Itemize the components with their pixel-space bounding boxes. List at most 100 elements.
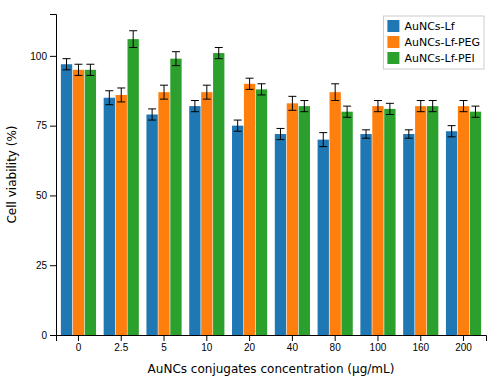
x-axis-title: AuNCs conjugates concentration (μg/mL) <box>148 362 395 376</box>
bar <box>201 92 212 335</box>
error-bar <box>288 96 296 110</box>
error-bar <box>203 85 211 99</box>
error-bar <box>191 101 199 112</box>
tick-label: 20 <box>244 342 256 353</box>
bar <box>232 126 243 335</box>
error-bar <box>215 47 223 58</box>
tick-mark <box>50 56 56 57</box>
tick: 200 <box>455 335 472 353</box>
tick-mark <box>50 265 56 266</box>
bar <box>85 70 96 335</box>
series <box>85 31 481 335</box>
tick-mark <box>463 335 464 341</box>
error-bar <box>148 109 156 120</box>
tick-label: 75 <box>36 120 48 131</box>
error-bar <box>471 106 479 117</box>
tick: 100 <box>370 335 387 353</box>
bar <box>470 112 481 335</box>
marks <box>61 31 481 335</box>
bar <box>128 39 139 335</box>
tick-mark <box>335 335 336 341</box>
tick-label: 80 <box>330 342 342 353</box>
tick-label: 40 <box>287 342 299 353</box>
tick-label: 50 <box>36 190 48 201</box>
tick: 0 <box>76 335 82 353</box>
error-bar <box>362 130 370 138</box>
bar <box>384 109 395 335</box>
error-bar <box>74 64 82 75</box>
tick: 75 <box>36 120 56 131</box>
bar <box>458 106 469 335</box>
legend-label: AuNCs-Lf-PEG <box>404 36 480 49</box>
error-bar <box>374 101 382 112</box>
bar <box>213 53 224 335</box>
legend: AuNCs-Lf AuNCs-Lf-PEG AuNCs-Lf-PEI <box>383 16 484 69</box>
error-bar <box>172 52 180 66</box>
error-bar <box>331 84 339 101</box>
bar <box>275 134 286 335</box>
error-bar <box>386 103 394 114</box>
error-bar <box>343 106 351 117</box>
tick: 0 <box>41 330 56 341</box>
error-bars <box>86 31 479 118</box>
tick-mark <box>50 195 56 196</box>
tick: 50 <box>36 190 56 201</box>
bar <box>158 92 169 335</box>
legend-item: AuNCs-Lf-PEI <box>387 52 474 65</box>
tick-label: 2.5 <box>114 342 128 353</box>
tick: 10 <box>201 335 213 353</box>
error-bar <box>319 133 327 147</box>
bar <box>330 92 341 335</box>
bar <box>287 103 298 335</box>
error-bar <box>417 101 425 112</box>
error-bar <box>246 78 254 89</box>
tick-mark <box>50 335 56 336</box>
bar <box>170 59 181 335</box>
tick-label: 10 <box>201 342 213 353</box>
tick: 40 <box>287 335 299 353</box>
tick-label: 25 <box>36 260 48 271</box>
bar <box>256 89 267 335</box>
x-axis: 0 2.5 5 10 20 40 80 100 160 200 <box>57 335 487 353</box>
bar <box>318 140 329 335</box>
legend-swatch <box>387 52 399 64</box>
bar <box>189 106 200 335</box>
tick: 25 <box>36 260 56 271</box>
tick-label: 0 <box>76 342 82 353</box>
tick-mark <box>206 335 207 341</box>
error-bar <box>258 84 266 95</box>
legend-item: AuNCs-Lf <box>387 20 455 33</box>
bar <box>73 70 84 335</box>
error-bar <box>160 85 168 99</box>
bar <box>446 131 457 335</box>
error-bar <box>429 101 437 112</box>
legend-label: AuNCs-Lf-PEI <box>404 52 474 65</box>
bar <box>116 95 127 335</box>
tick: 5 <box>161 335 167 353</box>
tick: 2.5 <box>114 335 128 353</box>
error-bar <box>86 64 94 75</box>
tick: 160 <box>412 335 429 353</box>
error-bar <box>448 126 456 137</box>
bar <box>244 84 255 335</box>
bar <box>299 106 310 335</box>
bar <box>61 64 72 335</box>
error-bar <box>234 120 242 131</box>
error-bar <box>405 130 413 138</box>
tick-label: 160 <box>412 342 429 353</box>
legend-item: AuNCs-Lf-PEG <box>387 36 480 49</box>
error-bar <box>105 91 113 105</box>
bar <box>403 134 414 335</box>
error-bar <box>129 31 137 48</box>
tick-mark <box>164 335 165 341</box>
tick-label: 100 <box>30 51 47 62</box>
error-bar <box>300 101 308 112</box>
tick-mark <box>50 126 56 127</box>
legend-label: AuNCs-Lf <box>404 20 455 33</box>
error-bar <box>276 128 284 139</box>
bar <box>372 106 383 335</box>
y-axis: 0 25 50 75 100 <box>30 15 56 341</box>
tick-label: 5 <box>161 342 167 353</box>
legend-box <box>383 16 484 69</box>
plot: 0 2.5 5 10 20 40 80 100 160 200 0 25 50 75 100 AuNCs-Lf… <box>30 15 486 354</box>
